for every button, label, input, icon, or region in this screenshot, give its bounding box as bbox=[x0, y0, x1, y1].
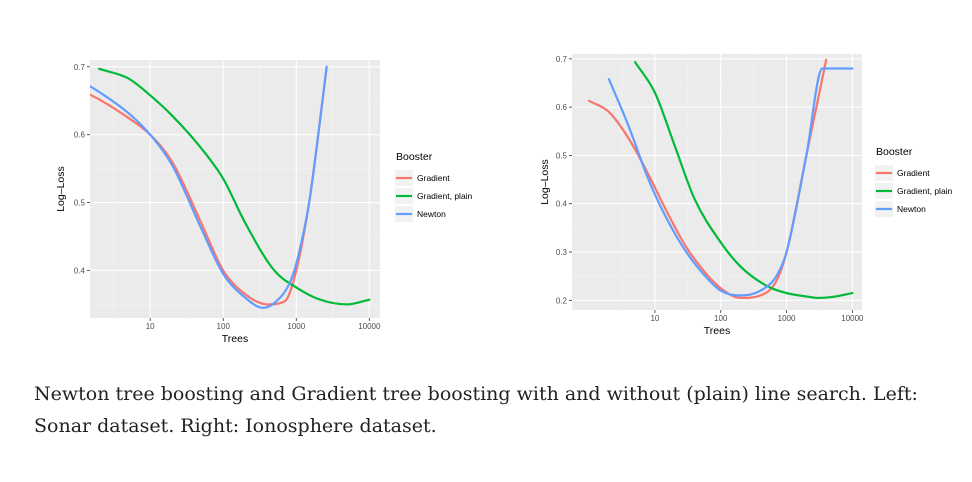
chart2-legend-title: Booster bbox=[876, 146, 913, 158]
chart1-legend-label-3: Newton bbox=[417, 209, 446, 219]
chart2-tick-label-x: 10000 bbox=[841, 314, 864, 323]
chart2-tick-label-x: 100 bbox=[714, 314, 728, 323]
chart2-tick-label-y: 0.4 bbox=[556, 200, 568, 209]
chart2-tick-label-x: 1000 bbox=[778, 314, 796, 323]
caption-line-2: Sonar dataset. Right: Ionosphere dataset… bbox=[34, 415, 437, 437]
chart2-legend-label-2: Gradient, plain bbox=[897, 186, 953, 196]
chart1-tick-label-x: 100 bbox=[217, 322, 231, 331]
chart2-xlabel: Trees bbox=[704, 325, 730, 337]
chart2-tick-label-y: 0.5 bbox=[556, 151, 568, 160]
caption-line-1: Newton tree boosting and Gradient tree b… bbox=[34, 383, 918, 405]
chart1-legend-label-1: Gradient bbox=[417, 173, 450, 183]
chart1-tick-label-y: 0.6 bbox=[74, 131, 86, 140]
figure-caption: Newton tree boosting and Gradient tree b… bbox=[34, 378, 944, 442]
chart1-tick-label-y: 0.4 bbox=[74, 266, 86, 275]
chart1-series-group bbox=[90, 65, 371, 309]
chart2-tick-label-y: 0.2 bbox=[556, 296, 568, 305]
chart2: 0.2 0.3 0.4 0.5 0.6 0.7 10 100 1000 10000 Trees Log… bbox=[539, 54, 953, 337]
chart2-series-group bbox=[587, 58, 854, 300]
chart1-tick-label-x: 10000 bbox=[358, 322, 381, 331]
chart1-tick-label-y: 0.5 bbox=[74, 199, 86, 208]
chart1-tick-label-y: 0.7 bbox=[74, 63, 86, 72]
chart1-legend-title: Booster bbox=[396, 151, 433, 163]
chart2-legend-label-1: Gradient bbox=[897, 168, 930, 178]
chart2-series-line-3 bbox=[607, 67, 854, 297]
figure-charts: 0.4 0.5 0.6 0.7 10 100 1000 10000 Trees Log–Loss B… bbox=[55, 54, 953, 345]
chart2-tick-label-y: 0.6 bbox=[556, 103, 568, 112]
chart2-legend-label-3: Newton bbox=[897, 204, 926, 214]
chart2-ylabel: Log–Loss bbox=[539, 159, 551, 205]
chart2-series-line-2 bbox=[634, 61, 854, 300]
chart2-tick-label-x: 10 bbox=[650, 314, 659, 323]
chart1-xlabel: Trees bbox=[222, 333, 248, 345]
chart1-series-line-2 bbox=[98, 67, 371, 306]
chart1-legend-label-2: Gradient, plain bbox=[417, 191, 473, 201]
chart1-tick-label-x: 1000 bbox=[287, 322, 305, 331]
chart2-panel bbox=[572, 54, 862, 310]
chart1-series-line-3 bbox=[90, 65, 328, 309]
chart2-tick-label-y: 0.7 bbox=[556, 55, 568, 64]
chart2-tick-label-y: 0.3 bbox=[556, 248, 568, 257]
chart1-ylabel: Log–Loss bbox=[55, 166, 67, 212]
chart1-tick-label-x: 10 bbox=[146, 322, 155, 331]
chart1: 0.4 0.5 0.6 0.7 10 100 1000 10000 Trees Log–Loss B… bbox=[55, 60, 473, 345]
chart1-panel bbox=[90, 60, 380, 318]
